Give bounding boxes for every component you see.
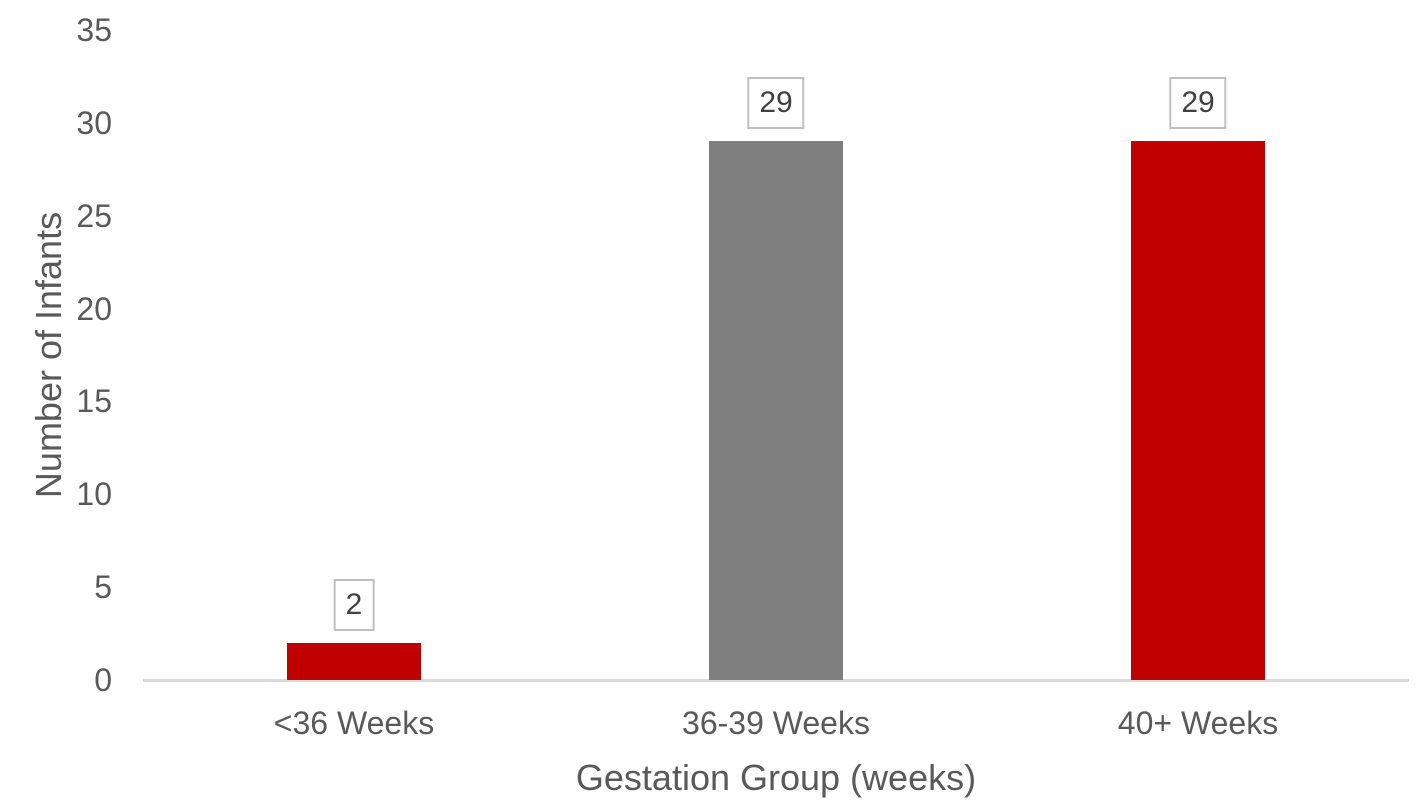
data-label: 2: [333, 578, 375, 631]
y-tick-label-30: 30: [76, 104, 112, 141]
y-tick-label-20: 20: [76, 290, 112, 327]
category-slot: 29: [565, 30, 987, 680]
y-tick-label-0: 0: [94, 662, 112, 698]
y-tick-label-10: 10: [76, 476, 112, 513]
category-slot: 29: [987, 30, 1409, 680]
x-axis-line: [143, 679, 1409, 682]
category-slot: 2: [143, 30, 565, 680]
plot-area: 2 29 29: [143, 30, 1409, 682]
x-axis-title: Gestation Group (weeks): [575, 757, 977, 798]
x-category-label: 40+ Weeks: [1117, 705, 1279, 741]
data-label: 29: [747, 77, 805, 130]
y-tick-label-5: 5: [94, 569, 112, 606]
x-axis-category-labels: <36 Weeks 36-39 Weeks 40+ Weeks: [143, 706, 1409, 740]
y-tick-label-35: 35: [76, 12, 112, 48]
bar: [709, 141, 843, 680]
x-category-label: 36-39 Weeks: [682, 705, 870, 741]
bar: [287, 642, 421, 680]
data-label: 29: [1169, 77, 1227, 130]
bar: [1131, 141, 1265, 680]
y-tick-label-15: 15: [76, 383, 112, 420]
y-tick-label-25: 25: [76, 197, 112, 234]
y-axis-tick-labels: 0 5 10 15 20 25 30 35: [0, 14, 112, 696]
x-category-label: <36 Weeks: [273, 705, 435, 741]
